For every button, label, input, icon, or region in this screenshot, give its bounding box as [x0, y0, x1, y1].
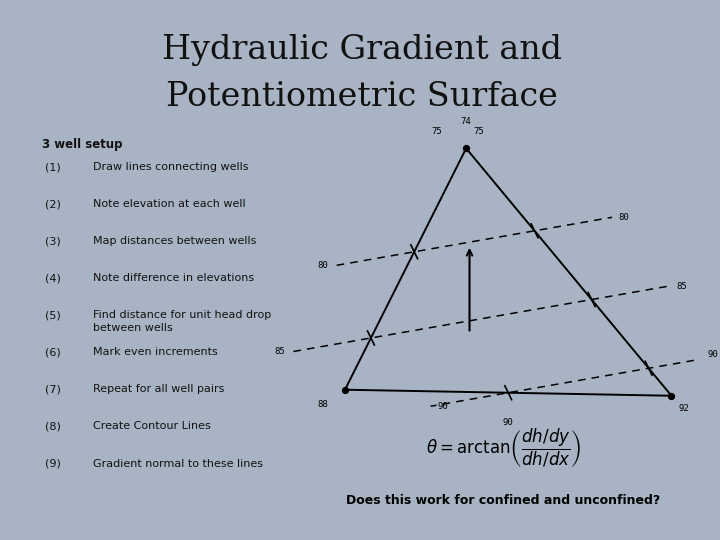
Text: 80: 80 [619, 213, 629, 222]
Text: (9): (9) [45, 458, 61, 469]
Text: Does this work for confined and unconfined?: Does this work for confined and unconfin… [346, 494, 660, 507]
Point [339, 386, 351, 394]
Text: (8): (8) [45, 422, 61, 431]
Text: Create Contour Lines: Create Contour Lines [93, 422, 210, 431]
Text: Hydraulic Gradient and: Hydraulic Gradient and [162, 33, 562, 65]
Text: $\theta = \arctan\!\left(\dfrac{dh/dy}{dh/dx}\right)$: $\theta = \arctan\!\left(\dfrac{dh/dy}{d… [426, 427, 581, 470]
Text: 75: 75 [473, 127, 484, 136]
Point [460, 144, 472, 153]
Text: Mark even increments: Mark even increments [93, 347, 217, 357]
Text: Repeat for all well pairs: Repeat for all well pairs [93, 384, 224, 395]
Point [666, 392, 678, 400]
Text: Find distance for unit head drop
between wells: Find distance for unit head drop between… [93, 310, 271, 333]
Text: Note difference in elevations: Note difference in elevations [93, 273, 253, 284]
Text: 88: 88 [318, 400, 328, 409]
Text: 90: 90 [437, 402, 448, 411]
Text: 80: 80 [318, 261, 328, 270]
Text: 3 well setup: 3 well setup [42, 138, 122, 151]
Text: Draw lines connecting wells: Draw lines connecting wells [93, 163, 248, 172]
Text: (1): (1) [45, 163, 61, 172]
Text: 74: 74 [461, 117, 472, 126]
Text: 90: 90 [503, 418, 513, 427]
Text: (5): (5) [45, 310, 61, 320]
Text: Gradient normal to these lines: Gradient normal to these lines [93, 458, 263, 469]
Text: (3): (3) [45, 237, 61, 246]
Text: Potentiometric Surface: Potentiometric Surface [166, 81, 558, 113]
Text: (7): (7) [45, 384, 61, 395]
Text: Map distances between wells: Map distances between wells [93, 237, 256, 246]
Text: (6): (6) [45, 347, 61, 357]
Text: (2): (2) [45, 199, 61, 210]
Text: Note elevation at each well: Note elevation at each well [93, 199, 245, 210]
Text: 85: 85 [676, 281, 687, 291]
Text: (4): (4) [45, 273, 61, 284]
Text: 90: 90 [707, 350, 718, 359]
Text: 85: 85 [274, 347, 285, 356]
Text: 75: 75 [432, 127, 443, 136]
Text: 92: 92 [678, 404, 689, 413]
